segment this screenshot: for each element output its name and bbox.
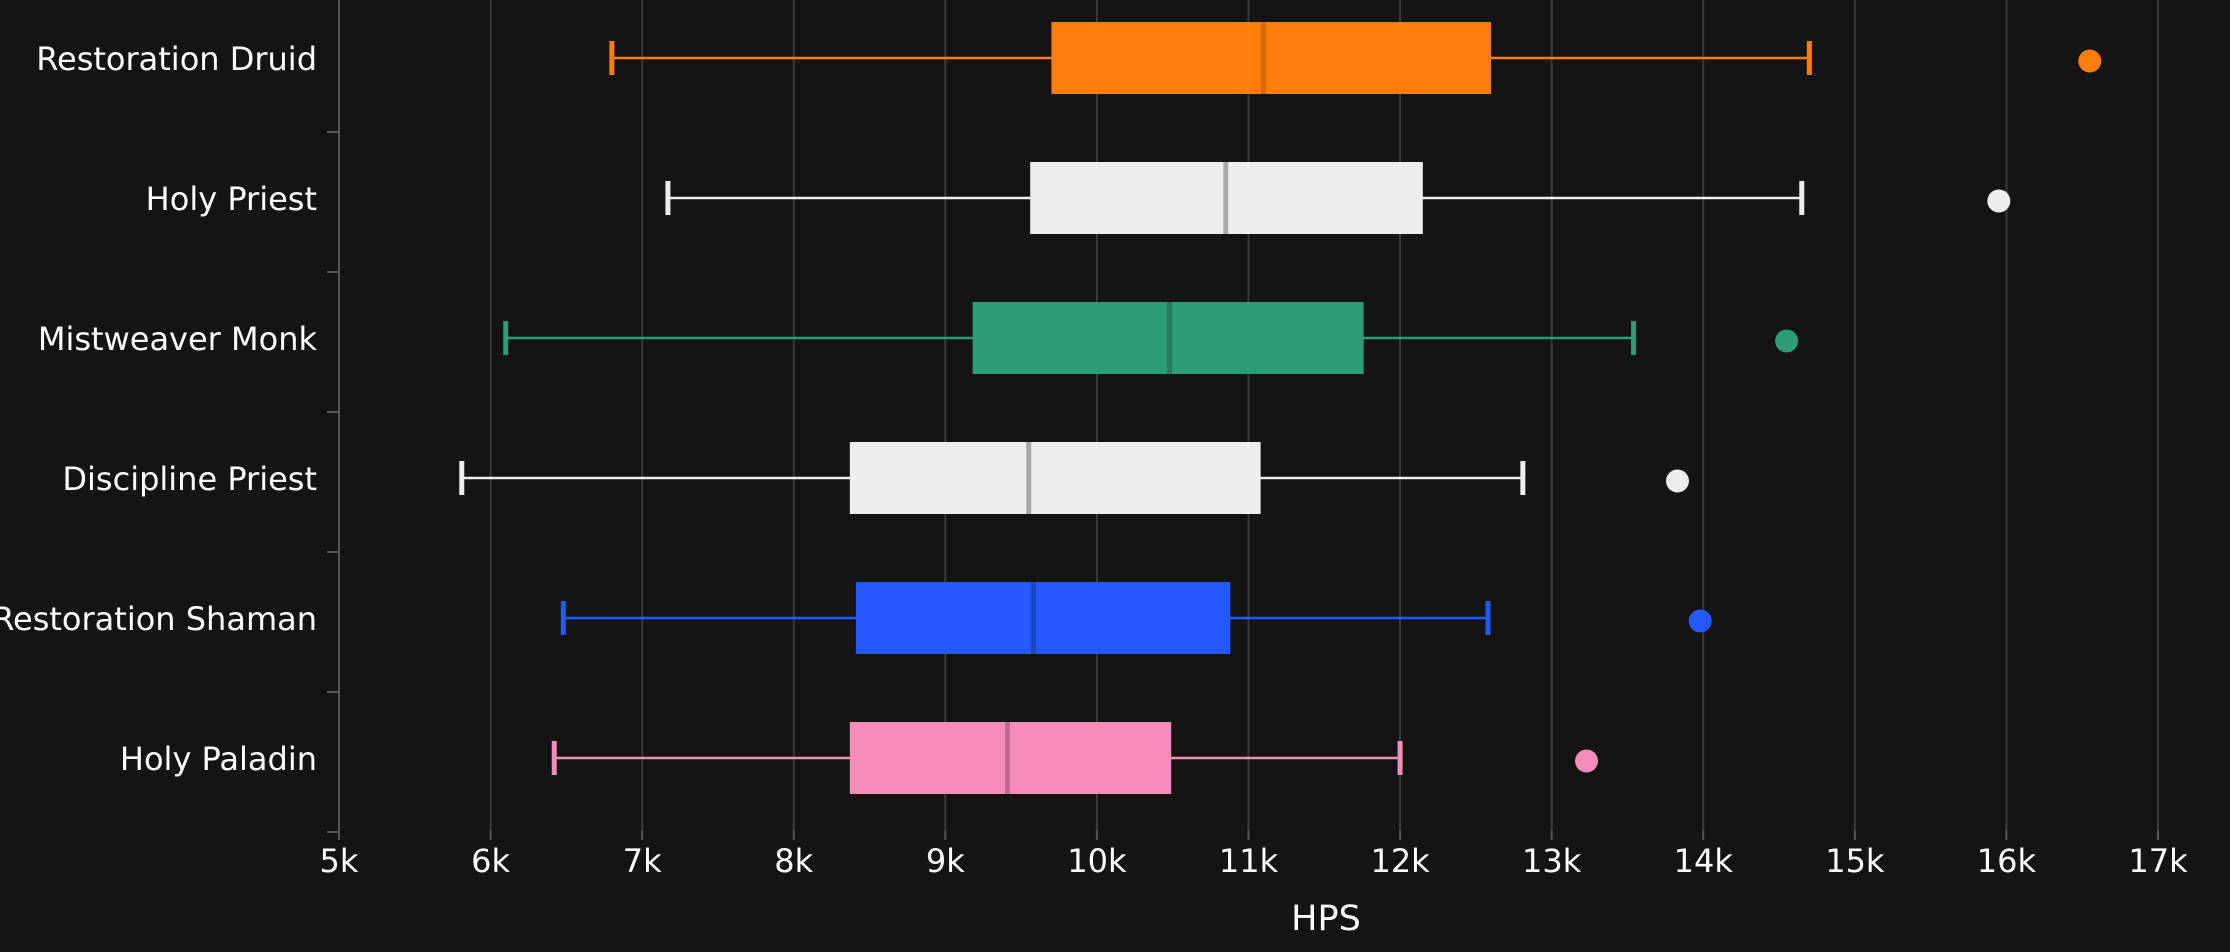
x-tick-label: 16k xyxy=(1977,842,2037,880)
box-series xyxy=(459,22,2102,794)
x-tick-labels: 5k 6k 7k 8k 9k 10k 11k 12k 13k 14k 15k 16k 17k xyxy=(320,842,2189,880)
iqr-box xyxy=(849,722,1172,794)
category-label: Discipline Priest xyxy=(62,460,317,498)
box-holy-priest xyxy=(665,162,2011,234)
gridlines xyxy=(489,0,2159,830)
iqr-box xyxy=(849,442,1261,514)
x-tick-label: 9k xyxy=(926,842,965,880)
box-restoration-druid xyxy=(609,22,2102,94)
x-tick-label: 7k xyxy=(623,842,662,880)
category-label: Holy Priest xyxy=(146,180,317,218)
category-label: Holy Paladin xyxy=(120,740,317,778)
iqr-box xyxy=(1051,22,1492,94)
x-tick-label: 11k xyxy=(1219,842,1279,880)
box-discipline-priest xyxy=(459,442,1689,514)
category-label: Restoration Druid xyxy=(36,40,317,78)
category-labels: Restoration Druid Holy Priest Mistweaver M… xyxy=(0,40,317,778)
x-tick-label: 13k xyxy=(1522,842,1582,880)
box-mistweaver-monk xyxy=(503,302,1799,374)
category-label: Mistweaver Monk xyxy=(38,320,318,358)
category-label: Restoration Shaman xyxy=(0,600,317,638)
x-tick-label: 12k xyxy=(1370,842,1430,880)
x-tick-label: 14k xyxy=(1674,842,1734,880)
outlier-point xyxy=(1575,749,1599,773)
x-tick-label: 8k xyxy=(774,842,813,880)
x-tick-label: 10k xyxy=(1067,842,1127,880)
iqr-box xyxy=(855,582,1231,654)
box-restoration-shaman xyxy=(560,582,1712,654)
outlier-point xyxy=(1775,329,1799,353)
x-tick-label: 15k xyxy=(1825,842,1885,880)
x-axis-title: HPS xyxy=(1291,899,1361,939)
axes xyxy=(327,0,2159,840)
x-tick-label: 6k xyxy=(471,842,510,880)
outlier-point xyxy=(1688,609,1712,633)
outlier-point xyxy=(1987,189,2011,213)
outlier-point xyxy=(1665,469,1689,493)
x-tick-label: 5k xyxy=(320,842,359,880)
outlier-point xyxy=(2078,49,2102,73)
x-tick-label: 17k xyxy=(2128,842,2188,880)
box-holy-paladin xyxy=(551,722,1599,794)
